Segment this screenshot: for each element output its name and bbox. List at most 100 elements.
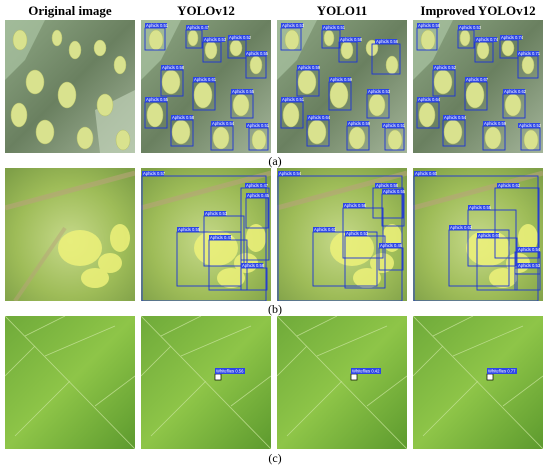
detection-box: Aphids 0.61: [192, 77, 217, 111]
svg-text:Whiteflies 0.56: Whiteflies 0.56: [216, 369, 244, 374]
detection-box: Aphids 0.55: [381, 189, 406, 227]
row-a-yolov12-detections: Aphids 0.51 Aphids 0.47 Aphids 0.53 Aphi…: [141, 20, 271, 153]
row-a-original-image: [5, 20, 135, 153]
detection-box: Aphids 0.58: [170, 115, 195, 147]
svg-text:Aphids 0.55: Aphids 0.55: [469, 205, 492, 210]
svg-text:Aphids 0.59: Aphids 0.59: [484, 121, 507, 126]
row-c-yolov12-detections: Whiteflies 0.56: [141, 316, 271, 449]
detection-box: Aphids 0.54: [277, 171, 403, 301]
svg-text:Aphids 0.59: Aphids 0.59: [298, 65, 321, 70]
detection-box: Aphids 0.55: [144, 97, 169, 129]
row-a-yolo11-detections: Aphids 0.53 Aphids 0.51 Aphids 0.58 Aphi…: [277, 20, 407, 153]
svg-text:Aphids 0.54: Aphids 0.54: [279, 171, 302, 176]
svg-text:Whiteflies 0.77: Whiteflies 0.77: [488, 369, 516, 374]
detection-box: Aphids 0.45: [245, 193, 270, 229]
detection-box: Aphids 0.53: [202, 37, 227, 63]
row-c-improved-yolov12-detections: Whiteflies 0.77: [413, 316, 543, 449]
svg-text:Aphids 0.53: Aphids 0.53: [282, 23, 305, 28]
svg-text:Aphids 0.51: Aphids 0.51: [146, 23, 169, 28]
row-a-caption: (a): [268, 154, 282, 168]
svg-text:Aphids 0.56: Aphids 0.56: [376, 39, 399, 44]
detection-box: Aphids 0.58: [416, 23, 441, 51]
row-c-yolo11-detections: Whiteflies 0.42: [277, 316, 407, 449]
detection-box: Aphids 0.71: [517, 51, 541, 79]
svg-text:Aphids 0.67: Aphids 0.67: [466, 77, 489, 82]
svg-text:Aphids 0.46: Aphids 0.46: [380, 243, 403, 248]
row-b-caption: (b): [268, 302, 282, 316]
svg-text:Aphids 0.45: Aphids 0.45: [247, 193, 270, 198]
detection-box: Aphids 0.62: [448, 225, 510, 287]
detection-box: Aphids 0.59: [346, 121, 371, 151]
row-b-yolo11-detections: Aphids 0.54 Aphids 0.58 Aphids 0.56 Aphi…: [277, 168, 407, 301]
svg-text:Aphids 0.52: Aphids 0.52: [519, 123, 542, 128]
column-title-yolov12: YOLOv12: [177, 3, 235, 18]
row-c-original-image: [5, 316, 135, 449]
detection-box: Aphids 0.46: [378, 243, 404, 271]
detection-box: Aphids 0.53: [203, 211, 245, 267]
detection-box: Aphids 0.54: [442, 115, 467, 147]
detection-box: Aphids 0.53: [344, 231, 386, 289]
svg-text:Aphids 0.51: Aphids 0.51: [282, 97, 305, 102]
svg-text:Aphids 0.53: Aphids 0.53: [205, 211, 228, 216]
detection-box: Aphids 0.58: [240, 263, 268, 291]
detection-box: Whiteflies 0.56: [214, 368, 245, 381]
svg-text:Aphids 0.52: Aphids 0.52: [434, 65, 457, 70]
svg-text:Aphids 0.53: Aphids 0.53: [346, 231, 369, 236]
detection-box: Whiteflies 0.77: [486, 368, 517, 381]
svg-text:Aphids 0.71: Aphids 0.71: [518, 51, 541, 56]
detection-box: Aphids 0.51: [144, 23, 169, 51]
svg-text:Aphids 0.61: Aphids 0.61: [194, 77, 217, 82]
svg-text:Aphids 0.47: Aphids 0.47: [210, 235, 233, 240]
detection-box: Aphids 0.55: [245, 51, 269, 79]
detection-box: Aphids 0.62: [502, 89, 527, 119]
svg-text:Aphids 0.53: Aphids 0.53: [204, 37, 227, 42]
detection-box: Aphids 0.60: [413, 171, 539, 301]
column-title-improved-yolov12: Improved YOLOv12: [420, 3, 536, 18]
svg-text:Aphids 0.59: Aphids 0.59: [348, 121, 371, 126]
detection-box: Aphids 0.58: [338, 37, 363, 63]
row-a-improved-yolov12-detections: Aphids 0.58 Aphids 0.53 Aphids 0.74 Aphi…: [413, 20, 543, 153]
detection-box: Aphids 0.54: [514, 247, 541, 275]
detection-box: Aphids 0.53: [280, 23, 305, 51]
detection-box: Aphids 0.59: [328, 77, 353, 111]
svg-text:Aphids 0.60: Aphids 0.60: [478, 233, 501, 238]
svg-text:Aphids 0.55: Aphids 0.55: [232, 89, 255, 94]
detection-box: Aphids 0.51: [382, 123, 406, 151]
detection-box: Aphids 0.56: [371, 39, 401, 75]
svg-text:Aphids 0.53: Aphids 0.53: [459, 25, 482, 30]
detection-box: Aphids 0.57: [141, 171, 267, 301]
svg-text:Aphids 0.59: Aphids 0.59: [330, 77, 353, 82]
detection-box: Aphids 0.47: [240, 183, 270, 261]
svg-text:Aphids 0.61: Aphids 0.61: [314, 227, 337, 232]
svg-text:Aphids 0.64: Aphids 0.64: [308, 115, 331, 120]
detection-box: Aphids 0.51: [246, 123, 270, 151]
svg-text:Aphids 0.54: Aphids 0.54: [518, 247, 541, 252]
detection-box: Aphids 0.52: [432, 65, 457, 97]
svg-text:Aphids 0.51: Aphids 0.51: [323, 25, 346, 30]
svg-text:Aphids 0.58: Aphids 0.58: [376, 183, 399, 188]
svg-text:Aphids 0.74: Aphids 0.74: [476, 37, 499, 42]
svg-text:Aphids 0.62: Aphids 0.62: [498, 183, 521, 188]
detection-box: Whiteflies 0.42: [350, 368, 381, 381]
detection-box: Aphids 0.47: [185, 25, 210, 49]
detection-box: Aphids 0.64: [416, 97, 441, 129]
svg-text:Aphids 0.51: Aphids 0.51: [247, 123, 270, 128]
svg-text:Whiteflies 0.42: Whiteflies 0.42: [352, 369, 380, 374]
row-b-improved-yolov12-detections: Aphids 0.60 Aphids 0.62 Aphids 0.55 Aphi…: [413, 168, 543, 301]
row-b-yolov12-detections: Aphids 0.57 Aphids 0.47 Aphids 0.53 Aphi…: [141, 168, 271, 301]
svg-text:Aphids 0.62: Aphids 0.62: [504, 89, 527, 94]
svg-text:Aphids 0.58: Aphids 0.58: [162, 65, 185, 70]
row-c-caption: (c): [268, 451, 282, 465]
column-title-original: Original image: [28, 3, 112, 18]
detection-box: Aphids 0.54: [210, 121, 235, 151]
svg-text:Aphids 0.55: Aphids 0.55: [146, 97, 169, 102]
detection-box: Aphids 0.58: [160, 65, 185, 97]
svg-text:Aphids 0.55: Aphids 0.55: [178, 227, 201, 232]
svg-text:Aphids 0.52: Aphids 0.52: [229, 35, 252, 40]
detection-box: Aphids 0.53: [457, 25, 482, 49]
svg-text:Aphids 0.60: Aphids 0.60: [415, 171, 438, 176]
detection-box: Aphids 0.53: [366, 89, 391, 119]
detection-box: Aphids 0.53: [514, 263, 541, 291]
svg-text:Aphids 0.56: Aphids 0.56: [344, 203, 367, 208]
row-b-original-image: [5, 168, 135, 301]
